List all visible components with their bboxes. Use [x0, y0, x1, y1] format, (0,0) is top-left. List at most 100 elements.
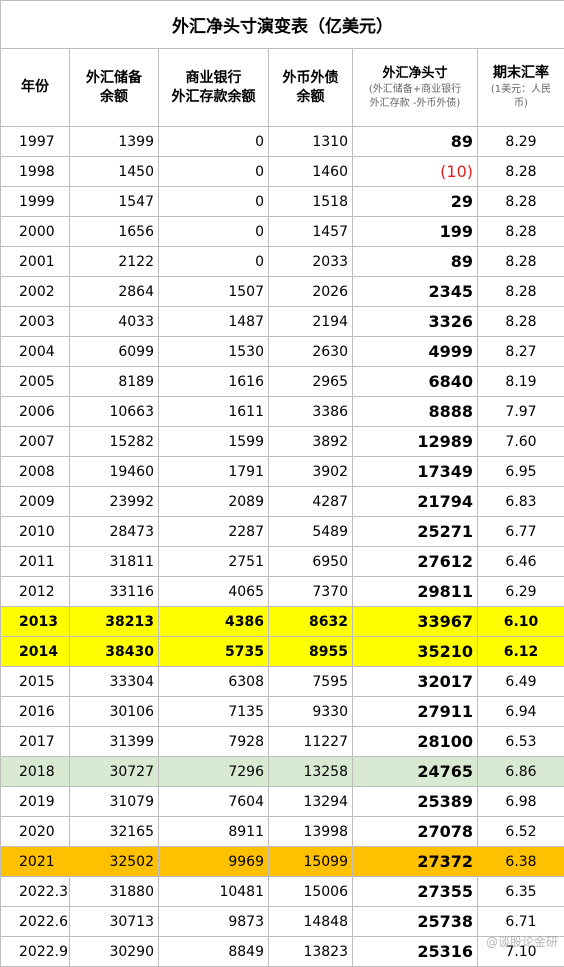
header-debt: 外币外债 余额: [269, 49, 353, 127]
cell-reserves: 31399: [70, 727, 159, 757]
cell-debt: 3902: [269, 457, 353, 487]
cell-year: 2009: [1, 487, 70, 517]
cell-debt: 1457: [269, 217, 353, 247]
cell-year: 2015: [1, 667, 70, 697]
cell-reserves: 19460: [70, 457, 159, 487]
cell-reserves: 1656: [70, 217, 159, 247]
cell-deposits: 0: [159, 127, 269, 157]
cell-debt: 13998: [269, 817, 353, 847]
header-rate: 期末汇率 (1美元：人民 币): [478, 49, 564, 127]
cell-deposits: 7604: [159, 787, 269, 817]
header-year: 年份: [1, 49, 70, 127]
cell-net-position: 28100: [353, 727, 478, 757]
cell-year: 2000: [1, 217, 70, 247]
cell-rate: 8.28: [478, 277, 564, 307]
cell-deposits: 2751: [159, 547, 269, 577]
header-net-position: 外汇净头寸 (外汇储备+商业银行 外汇存款 -外币外债): [353, 49, 478, 127]
cell-reserves: 2864: [70, 277, 159, 307]
cell-year: 2016: [1, 697, 70, 727]
cell-net-position: 89: [353, 247, 478, 277]
cell-deposits: 7135: [159, 697, 269, 727]
cell-reserves: 1547: [70, 187, 159, 217]
cell-reserves: 30713: [70, 907, 159, 937]
cell-rate: 8.28: [478, 187, 564, 217]
cell-year: 2005: [1, 367, 70, 397]
cell-rate: 6.38: [478, 847, 564, 877]
cell-year: 2014: [1, 637, 70, 667]
cell-deposits: 7296: [159, 757, 269, 787]
cell-rate: 6.46: [478, 547, 564, 577]
cell-deposits: 2089: [159, 487, 269, 517]
cell-reserves: 10663: [70, 397, 159, 427]
cell-debt: 1460: [269, 157, 353, 187]
cell-reserves: 15282: [70, 427, 159, 457]
cell-year: 2012: [1, 577, 70, 607]
cell-deposits: 0: [159, 187, 269, 217]
cell-rate: 6.12: [478, 637, 564, 667]
cell-debt: 8632: [269, 607, 353, 637]
cell-debt: 2026: [269, 277, 353, 307]
cell-deposits: 1791: [159, 457, 269, 487]
cell-debt: 13823: [269, 937, 353, 967]
cell-year: 2003: [1, 307, 70, 337]
cell-year: 1997: [1, 127, 70, 157]
cell-deposits: 0: [159, 247, 269, 277]
cell-year: 2019: [1, 787, 70, 817]
cell-reserves: 1450: [70, 157, 159, 187]
cell-rate: 8.27: [478, 337, 564, 367]
cell-rate: 8.28: [478, 217, 564, 247]
cell-reserves: 31811: [70, 547, 159, 577]
cell-deposits: 5735: [159, 637, 269, 667]
cell-debt: 3386: [269, 397, 353, 427]
cell-deposits: 9873: [159, 907, 269, 937]
cell-net-position: 27612: [353, 547, 478, 577]
cell-rate: 7.97: [478, 397, 564, 427]
cell-debt: 1310: [269, 127, 353, 157]
cell-reserves: 32502: [70, 847, 159, 877]
cell-net-position: 35210: [353, 637, 478, 667]
cell-debt: 5489: [269, 517, 353, 547]
cell-year: 2010: [1, 517, 70, 547]
cell-net-position: 27355: [353, 877, 478, 907]
cell-debt: 15006: [269, 877, 353, 907]
cell-deposits: 2287: [159, 517, 269, 547]
cell-reserves: 4033: [70, 307, 159, 337]
cell-year: 2022.9: [1, 937, 70, 967]
cell-deposits: 8911: [159, 817, 269, 847]
cell-reserves: 38430: [70, 637, 159, 667]
cell-net-position: 3326: [353, 307, 478, 337]
cell-deposits: 1487: [159, 307, 269, 337]
cell-rate: 6.71: [478, 907, 564, 937]
cell-debt: 2965: [269, 367, 353, 397]
cell-net-position: 25316: [353, 937, 478, 967]
cell-debt: 6950: [269, 547, 353, 577]
cell-net-position: 25389: [353, 787, 478, 817]
cell-reserves: 23992: [70, 487, 159, 517]
cell-deposits: 9969: [159, 847, 269, 877]
cell-deposits: 1616: [159, 367, 269, 397]
cell-reserves: 33304: [70, 667, 159, 697]
cell-year: 2001: [1, 247, 70, 277]
cell-net-position: 24765: [353, 757, 478, 787]
cell-rate: 6.29: [478, 577, 564, 607]
cell-debt: 2630: [269, 337, 353, 367]
cell-net-position: 17349: [353, 457, 478, 487]
cell-debt: 9330: [269, 697, 353, 727]
cell-debt: 2033: [269, 247, 353, 277]
cell-deposits: 1507: [159, 277, 269, 307]
cell-rate: 6.98: [478, 787, 564, 817]
cell-net-position: 21794: [353, 487, 478, 517]
